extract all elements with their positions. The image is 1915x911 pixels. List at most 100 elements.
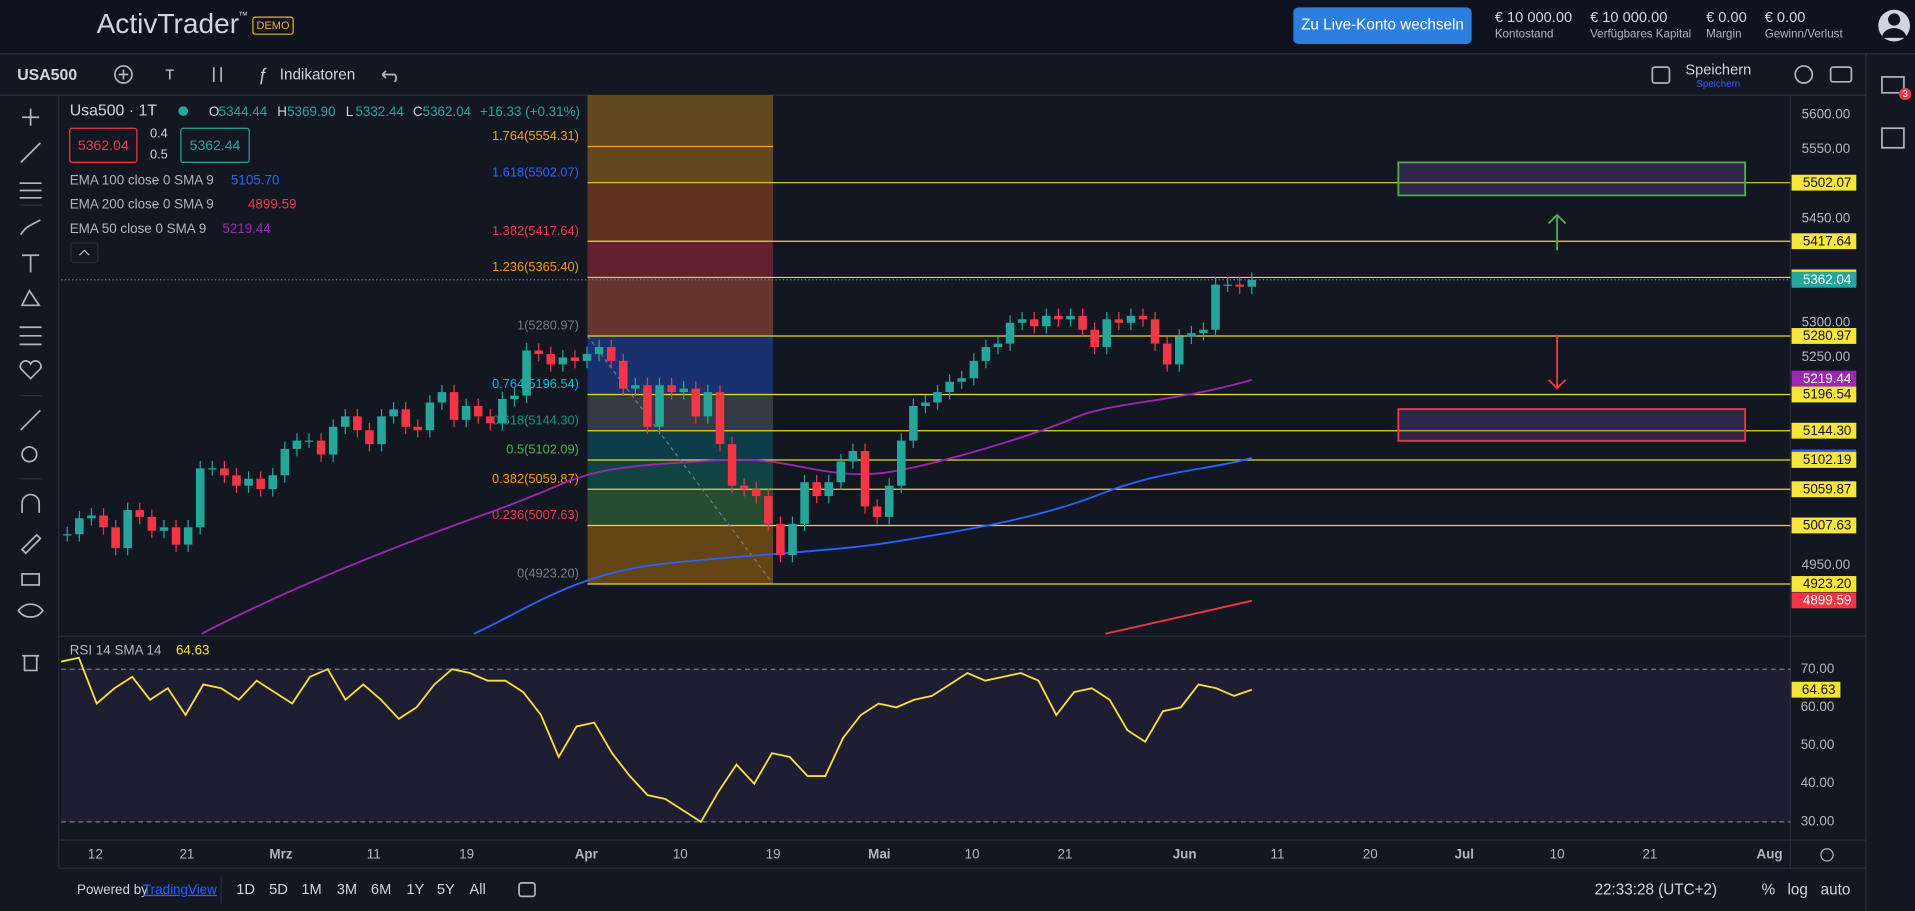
candle [232,475,241,486]
candle [884,485,894,517]
range-button[interactable]: 1M [301,882,321,898]
candle [546,353,556,365]
candle [340,416,350,427]
collapse-icon [79,249,90,256]
fib-zone [587,525,774,584]
range-button[interactable]: All [469,882,485,898]
candle [498,399,507,424]
candle [437,392,447,403]
price-badge [1791,174,1857,191]
live-button[interactable] [1293,7,1472,44]
rsi-value: 64.63 [176,642,210,657]
candle [510,395,519,400]
change: +16.33 (+0.31%) [480,104,580,119]
price-badge [1791,328,1857,344]
candle [425,402,435,431]
fib-label: 0.618(5144.30) [492,412,579,427]
mail-icon[interactable] [1881,76,1905,94]
time-tick: Apr [575,846,599,861]
candle [1042,315,1051,327]
candle [582,353,592,361]
fib-label: 1.764(5554.31) [492,128,579,143]
ohlc-value: 5332.44 [355,104,404,119]
ohlc-key: L [346,104,354,119]
mail-badge: 3 [1902,89,1907,100]
log-toggle[interactable]: log [1787,881,1807,898]
candle [1138,315,1148,320]
candle [727,444,737,486]
news-icon[interactable] [1881,127,1905,149]
range-button[interactable]: 6M [371,882,391,898]
candle [1114,319,1124,323]
candle [909,405,918,441]
powered-by: Powered by [77,882,148,897]
chart-area: 1.764(5554.31) 1.618(5502.07) 1.382(5417.6… [60,95,1857,862]
price-badge-label: 5417.64 [1803,233,1852,248]
candle [268,475,278,490]
time-tick: Aug [1757,846,1783,861]
live-dot [178,106,189,117]
time-tick: 10 [965,846,980,861]
save-button[interactable]: Speichern [1685,63,1751,79]
percent-toggle[interactable]: % [1762,881,1776,898]
ohlc-key: C [413,104,423,119]
drawing-tools[interactable] [17,108,44,672]
candle [365,430,374,445]
ema-100 [473,457,1253,635]
time-tick: 12 [88,846,103,861]
candle [921,402,930,406]
candle [534,350,543,354]
range-button[interactable]: 3M [337,882,357,898]
time-tick: Jun [1173,846,1197,861]
stat-value: € 10 000.00 [1495,10,1572,26]
ohlc-key: H [277,104,287,119]
time-tick: Mai [868,846,890,861]
price-badge-label: 4899.59 [1803,593,1852,608]
spread: 0.4 [150,126,168,141]
fib-zone [587,489,774,526]
fib-label: 1.382(5417.64) [492,223,579,238]
time-tick: 11 [1270,846,1284,861]
target-box [1397,161,1747,197]
time-tick: 11 [367,846,381,861]
brand-link[interactable]: TradingView [143,882,217,897]
candle [377,416,386,445]
collapse[interactable] [70,242,99,264]
candle [1223,284,1232,286]
range-button[interactable]: 5Y [437,882,455,898]
live-button-label[interactable]: Zu Live-Konto wechseln [1301,17,1464,34]
range-button[interactable]: 1D [236,882,255,898]
price-tick: 5550.00 [1802,141,1851,156]
ema-50 [201,378,1253,635]
stat-value: € 0.00 [1706,10,1747,26]
candle [1162,343,1172,365]
candle [776,523,785,556]
fib-label: 0.236(5007.63) [492,507,579,522]
symbol[interactable]: USA500 [17,67,77,84]
spread: 0.5 [150,146,168,161]
range-button[interactable]: 1Y [406,882,424,898]
candle [413,426,423,431]
fib-zone [587,430,774,460]
candle [836,461,846,483]
candle [1235,284,1244,287]
interval[interactable]: T [165,68,174,84]
candle [449,392,459,420]
bid[interactable]: 5362.04 [78,137,129,153]
ask[interactable]: 5362.44 [190,137,241,153]
range-button[interactable]: 5D [269,882,288,898]
price-badge-label: 4923.20 [1803,576,1852,591]
settings-gear[interactable] [1820,848,1834,862]
time-tick: 10 [1550,846,1565,861]
candle [643,385,652,427]
indicators-button[interactable]: Indikatoren [280,67,355,84]
auto-toggle[interactable]: auto [1821,881,1851,898]
candle [111,527,120,549]
indicator-value: 5105.70 [231,172,280,187]
fib-zone [587,335,774,395]
ohlc-key: O [209,104,219,119]
candle [135,509,145,517]
candle [1029,319,1039,327]
price-tick: 5600.00 [1802,106,1851,121]
